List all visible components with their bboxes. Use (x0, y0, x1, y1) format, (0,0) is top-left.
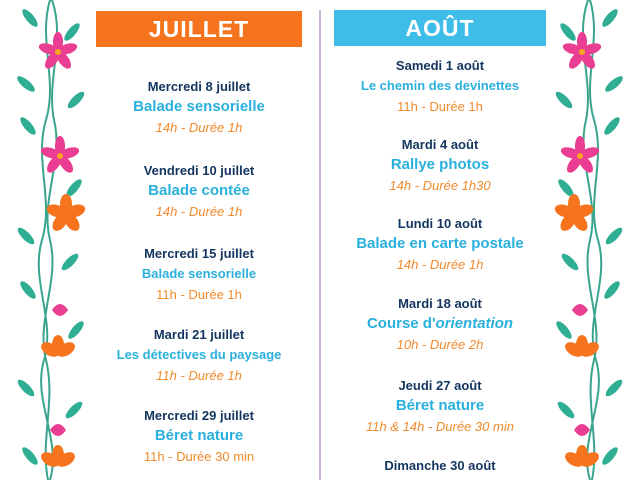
august-event: Samedi 1 août Le chemin des devinettes 1… (334, 58, 546, 114)
event-title: Balade sensorielle (141, 266, 257, 281)
august-event: Lundi 10 août Balade en carte postale 14… (334, 216, 546, 272)
july-event: Mercredi 8 juillet Balade sensorielle 14… (96, 79, 302, 135)
event-title: Béret nature (395, 397, 485, 414)
august-event: Mardi 4 août Rallye photos 14h - Durée 1… (334, 137, 546, 193)
event-time: 10h - Durée 2h (396, 337, 484, 352)
event-title-italic: orientation (435, 315, 514, 332)
july-event: Mercredi 29 juillet Béret nature 11h - D… (96, 408, 302, 464)
event-title: Course d'orientation (334, 315, 546, 333)
event-date: Mercredi 8 juillet (147, 79, 251, 94)
event-title: Balade sensorielle (133, 98, 265, 115)
july-column: JUILLET Mercredi 8 juillet Balade sensor… (96, 0, 302, 464)
event-title: Rallye photos (390, 156, 490, 173)
event-date: Mercredi 29 juillet (144, 408, 254, 423)
event-time: 14h - Durée 1h (396, 257, 484, 272)
event-date: Mardi 18 août (398, 296, 482, 311)
event-time: 11h - Durée 1h (156, 287, 242, 302)
july-event: Mardi 21 juillet Les détectives du paysa… (96, 327, 302, 383)
event-time: 14h - Durée 1h (155, 120, 243, 135)
event-title: Le chemin des devinettes (360, 78, 520, 93)
event-time: 11h - Durée 1h (156, 368, 242, 383)
event-title: Béret nature (154, 427, 244, 444)
column-divider (319, 10, 321, 480)
july-header: JUILLET (96, 11, 302, 47)
august-event: Mardi 18 août Course d'orientation 10h -… (334, 296, 546, 352)
july-event: Mercredi 15 juillet Balade sensorielle 1… (96, 246, 302, 302)
event-title: Les détectives du paysage (116, 347, 282, 362)
event-date: Jeudi 27 août (398, 378, 482, 393)
event-date: Vendredi 10 juillet (143, 163, 255, 178)
event-title: Balade en carte postale (356, 235, 524, 252)
event-date: Lundi 10 août (397, 216, 483, 231)
event-date: Mardi 4 août (401, 137, 479, 152)
event-date: Dimanche 30 août (384, 458, 496, 473)
event-title: Balade contée (148, 182, 250, 199)
event-time: 11h - Durée 30 min (143, 449, 255, 464)
august-header: AOÛT (334, 10, 546, 46)
event-date: Mardi 21 juillet (153, 327, 245, 342)
august-column: AOÛT Samedi 1 août Le chemin des devinet… (334, 0, 546, 473)
event-time: 14h - Durée 1h (155, 204, 243, 219)
event-date: Mercredi 15 juillet (144, 246, 254, 261)
event-time: 11h - Durée 1h (397, 99, 483, 114)
event-date: Samedi 1 août (395, 58, 485, 73)
july-event: Vendredi 10 juillet Balade contée 14h - … (96, 163, 302, 219)
event-time: 14h - Durée 1h30 (389, 178, 491, 193)
august-event: Dimanche 30 août (334, 458, 546, 473)
flower-vine-right (554, 0, 623, 480)
august-event: Jeudi 27 août Béret nature 11h & 14h - D… (334, 378, 546, 434)
event-title-part: Course d' (366, 315, 436, 332)
event-time: 11h & 14h - Durée 30 min (366, 419, 514, 434)
flower-vine-left (17, 0, 86, 480)
